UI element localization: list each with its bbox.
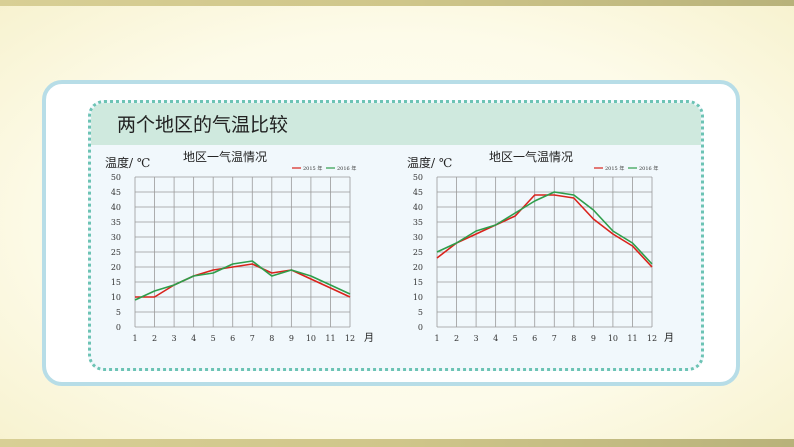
chart1-x-tick-label: 7 <box>250 334 255 343</box>
chart2-x-tick-label: 4 <box>493 334 498 343</box>
panel-title: 两个地区的气温比较 <box>117 114 289 136</box>
chart1-x-tick-label: 10 <box>306 334 316 343</box>
chart2-x-tick-label: 1 <box>434 334 439 343</box>
chart1-x-tick-label: 8 <box>269 334 274 343</box>
chart2-x-tick-label: 8 <box>571 334 576 343</box>
chart2-y-tick-label: 30 <box>413 233 423 242</box>
chart2-y-tick-label: 40 <box>413 203 423 212</box>
chart2-y-tick-label: 45 <box>413 188 423 197</box>
chart1-x-tick-label: 2 <box>152 334 157 343</box>
chart2-y-tick-label: 15 <box>413 278 423 287</box>
chart1-x-tick-label: 9 <box>289 334 294 343</box>
chart1-y-tick-label: 40 <box>111 203 121 212</box>
chart1-series-line-1 <box>135 263 351 298</box>
chart-panel: 两个地区的气温比较 <box>88 100 704 371</box>
chart2-y-tick-label: 5 <box>418 308 423 317</box>
chart1-legend-label: 2016 年 <box>337 165 356 172</box>
chart2-x-tick-label: 12 <box>647 334 657 343</box>
chart2-y-tick-label: 35 <box>413 218 423 227</box>
chart1-y-tick-label: 5 <box>116 308 121 317</box>
chart1-legend-label: 2015 年 <box>303 165 322 172</box>
chart1-y-axis-label: 温度/ ℃ <box>105 155 150 170</box>
top-decor-bar <box>0 0 794 6</box>
chart2-x-tick-label: 6 <box>532 334 537 343</box>
chart2-x-tick-label: 7 <box>552 334 557 343</box>
chart2-y-tick-label: 20 <box>413 263 423 272</box>
chart2-x-tick-label: 10 <box>608 334 618 343</box>
chart2-series-line-1 <box>436 194 653 268</box>
chart1-y-tick-label: 30 <box>111 233 121 242</box>
chart1-x-tick-label: 6 <box>230 334 235 343</box>
chart2-x-tick-label: 9 <box>591 334 596 343</box>
chart2-x-tick-label: 11 <box>627 334 637 343</box>
chart1-title: 地区一气温情况 <box>183 149 267 164</box>
chart1-y-tick-label: 15 <box>111 278 121 287</box>
chart1-series-line-2 <box>134 260 351 301</box>
chart1-x-tick-label: 5 <box>211 334 216 343</box>
chart2-y-tick-label: 25 <box>413 248 423 257</box>
chart2-x-axis-label: 月 <box>664 332 674 344</box>
chart1-x-tick-label: 12 <box>345 334 355 343</box>
chart2-y-tick-label: 10 <box>413 293 423 302</box>
chart2-y-tick-label: 0 <box>418 323 423 332</box>
chart2-legend-label: 2015 年 <box>605 165 624 172</box>
chart1-x-tick-label: 4 <box>191 334 196 343</box>
chart2-x-tick-label: 2 <box>454 334 459 343</box>
chart1-y-tick-label: 25 <box>111 248 121 257</box>
chart2-series-line-2 <box>436 191 653 265</box>
chart2-title: 地区一气温情况 <box>489 149 573 164</box>
chart2-legend-label: 2016 年 <box>639 165 658 172</box>
chart1-x-tick-label: 1 <box>132 334 137 343</box>
chart2-x-tick-label: 3 <box>474 334 479 343</box>
panel-header: 两个地区的气温比较 <box>91 103 701 145</box>
chart1-x-tick-label: 11 <box>325 334 335 343</box>
chart1-x-axis-label: 月 <box>364 332 374 344</box>
chart2-x-tick-label: 5 <box>513 334 518 343</box>
chart1-y-tick-label: 0 <box>116 323 121 332</box>
chart1-y-tick-label: 10 <box>111 293 121 302</box>
chart1-y-tick-label: 50 <box>111 173 121 182</box>
content-card: 两个地区的气温比较 <box>42 80 740 386</box>
chart2-y-tick-label: 50 <box>413 173 423 182</box>
chart1-y-tick-label: 35 <box>111 218 121 227</box>
bottom-decor-bar <box>0 439 794 447</box>
chart1-y-tick-label: 20 <box>111 263 121 272</box>
chart2-y-axis-label: 温度/ ℃ <box>407 155 452 170</box>
chart1-y-tick-label: 45 <box>111 188 121 197</box>
chart1-x-tick-label: 3 <box>172 334 177 343</box>
